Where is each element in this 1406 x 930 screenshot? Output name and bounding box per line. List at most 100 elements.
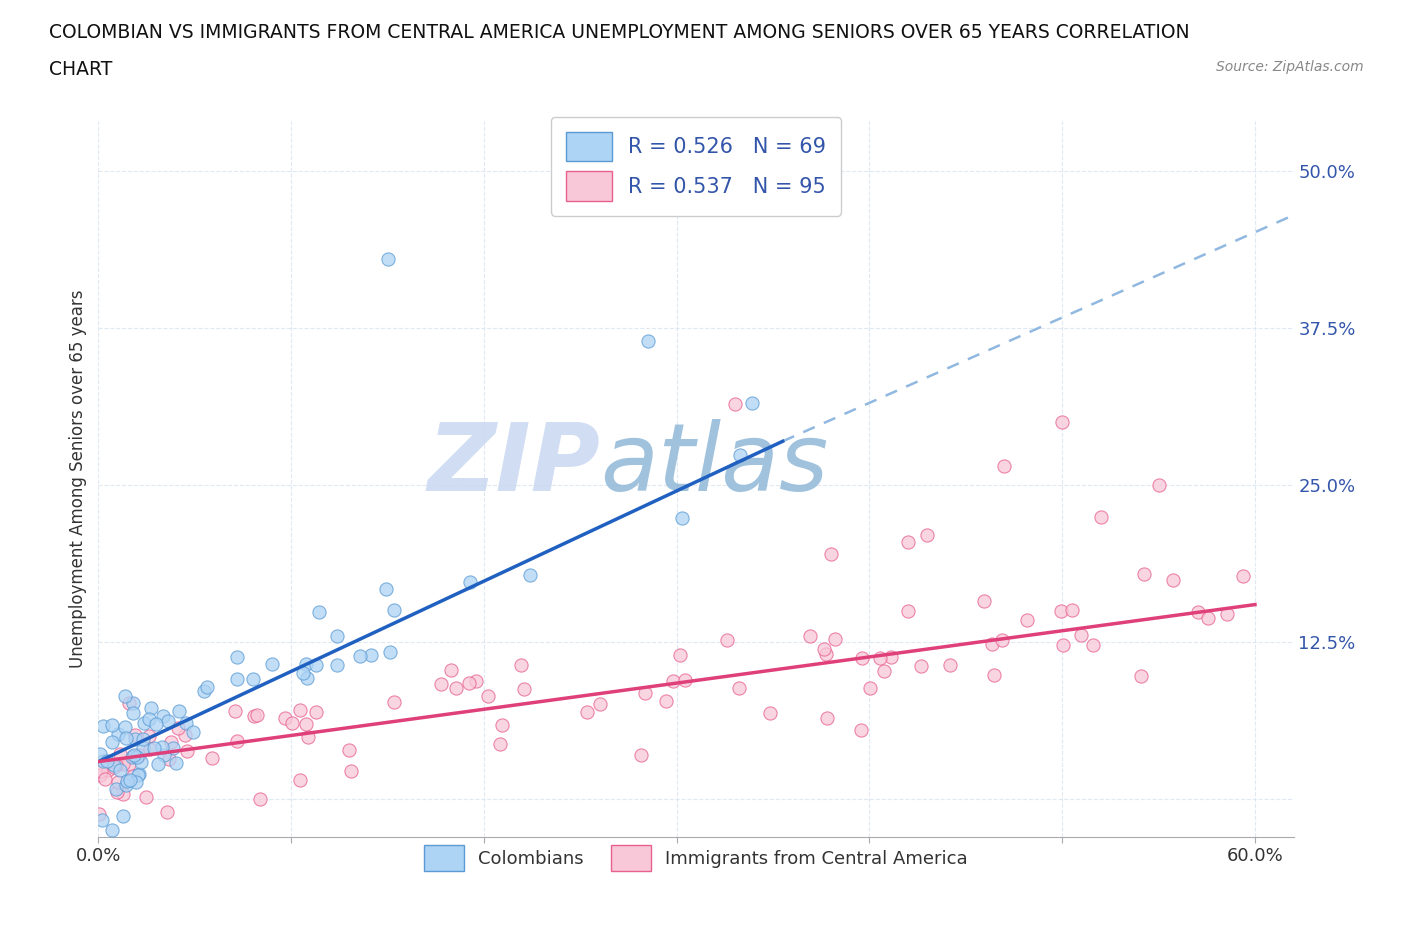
Point <box>122 768 145 783</box>
Point <box>477 689 499 704</box>
Point <box>288 703 311 718</box>
Point <box>377 252 399 267</box>
Point <box>637 333 659 348</box>
Point <box>662 673 685 688</box>
Point <box>115 774 138 789</box>
Point <box>135 790 157 804</box>
Point <box>246 707 269 722</box>
Point <box>1052 638 1074 653</box>
Point <box>869 651 891 666</box>
Point <box>145 717 167 732</box>
Point <box>167 704 190 719</box>
Point <box>1060 603 1083 618</box>
Point <box>634 685 657 700</box>
Point <box>107 775 129 790</box>
Point <box>193 684 215 698</box>
Point <box>103 757 125 772</box>
Point <box>295 716 318 731</box>
Point <box>132 740 155 755</box>
Point <box>122 747 145 762</box>
Point <box>589 697 612 711</box>
Point <box>195 679 218 694</box>
Point <box>858 681 880 696</box>
Point <box>121 749 143 764</box>
Text: ZIP: ZIP <box>427 418 600 511</box>
Point <box>799 628 821 643</box>
Point <box>103 759 125 774</box>
Point <box>114 731 136 746</box>
Point <box>440 662 463 677</box>
Point <box>510 658 533 672</box>
Point <box>305 658 328 672</box>
Point <box>105 781 128 796</box>
Point <box>100 717 122 732</box>
Point <box>465 673 488 688</box>
Point <box>97 763 120 777</box>
Point <box>728 681 751 696</box>
Point <box>141 700 163 715</box>
Point <box>89 747 111 762</box>
Point <box>815 711 838 725</box>
Point <box>759 705 782 720</box>
Point <box>89 807 111 822</box>
Point <box>160 735 183 750</box>
Legend: Colombians, Immigrants from Central America: Colombians, Immigrants from Central Amer… <box>418 838 974 878</box>
Point <box>491 717 513 732</box>
Point <box>146 757 169 772</box>
Point <box>156 804 179 819</box>
Point <box>1232 568 1254 583</box>
Point <box>305 705 328 720</box>
Point <box>430 677 453 692</box>
Point <box>115 777 138 792</box>
Point <box>174 716 197 731</box>
Point <box>165 756 187 771</box>
Point <box>225 734 247 749</box>
Point <box>326 629 349 644</box>
Point <box>101 735 124 750</box>
Point <box>815 646 838 661</box>
Point <box>326 658 349 672</box>
Point <box>157 714 180 729</box>
Point <box>458 675 481 690</box>
Point <box>90 764 112 778</box>
Point <box>118 696 141 711</box>
Point <box>288 772 311 787</box>
Point <box>152 709 174 724</box>
Point <box>138 711 160 726</box>
Text: COLOMBIAN VS IMMIGRANTS FROM CENTRAL AMERICA UNEMPLOYMENT AMONG SENIORS OVER 65 : COLOMBIAN VS IMMIGRANTS FROM CENTRAL AME… <box>49 23 1189 42</box>
Point <box>108 747 131 762</box>
Point <box>993 458 1015 473</box>
Point <box>851 723 873 737</box>
Point <box>226 649 249 664</box>
Point <box>173 727 195 742</box>
Point <box>1197 611 1219 626</box>
Point <box>201 751 224 765</box>
Point <box>124 732 146 747</box>
Point <box>1216 606 1239 621</box>
Point <box>249 791 271 806</box>
Point <box>813 642 835 657</box>
Point <box>1017 612 1039 627</box>
Point <box>242 672 264 687</box>
Point <box>124 728 146 743</box>
Point <box>938 658 960 672</box>
Point <box>308 604 330 619</box>
Point <box>337 743 360 758</box>
Point <box>741 395 763 410</box>
Point <box>122 696 145 711</box>
Point <box>295 671 318 685</box>
Point <box>150 739 173 754</box>
Point <box>873 664 896 679</box>
Point <box>669 647 692 662</box>
Point <box>101 822 124 837</box>
Point <box>880 650 903 665</box>
Point <box>105 784 128 799</box>
Point <box>125 775 148 790</box>
Point <box>513 682 536 697</box>
Point <box>226 671 249 686</box>
Point <box>96 753 118 768</box>
Point <box>917 528 939 543</box>
Point <box>575 704 598 719</box>
Point <box>120 773 142 788</box>
Point <box>114 688 136 703</box>
